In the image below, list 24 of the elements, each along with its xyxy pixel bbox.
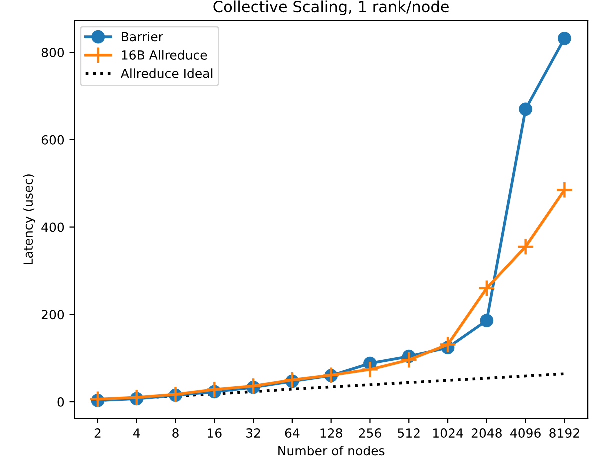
y-tick-label: 200: [42, 310, 64, 320]
y-tick-label: 600: [42, 135, 64, 145]
chart-title: Collective Scaling, 1 rank/node: [214, 0, 449, 16]
y-tick-label: 800: [42, 48, 64, 58]
x-tick-label: 16: [208, 428, 222, 438]
x-tick-label: 2048: [472, 428, 502, 438]
x-tick-label: 1024: [433, 428, 464, 438]
x-axis-title: Number of nodes: [278, 446, 385, 456]
y-axis-title: Latency (usec): [23, 174, 36, 264]
x-tick-label: 32: [246, 428, 260, 438]
x-tick-label: 64: [285, 428, 300, 438]
y-tick-label: 0: [58, 397, 64, 407]
legend-label: 16B Allreduce: [122, 50, 208, 60]
legend-label: Allreduce Ideal: [120, 68, 213, 78]
x-tick-label: 256: [359, 428, 382, 438]
x-tick-label: 128: [320, 428, 342, 438]
legend-label: Barrier: [122, 32, 164, 42]
x-tick-label: 4: [133, 428, 140, 438]
y-tick-label: 400: [42, 222, 64, 232]
x-tick-label: 512: [398, 428, 420, 438]
x-tick-label: 2: [94, 428, 101, 438]
x-tick-label: 8192: [550, 428, 580, 438]
x-tick-label: 4096: [510, 428, 541, 438]
x-tick-label: 8: [172, 428, 179, 438]
